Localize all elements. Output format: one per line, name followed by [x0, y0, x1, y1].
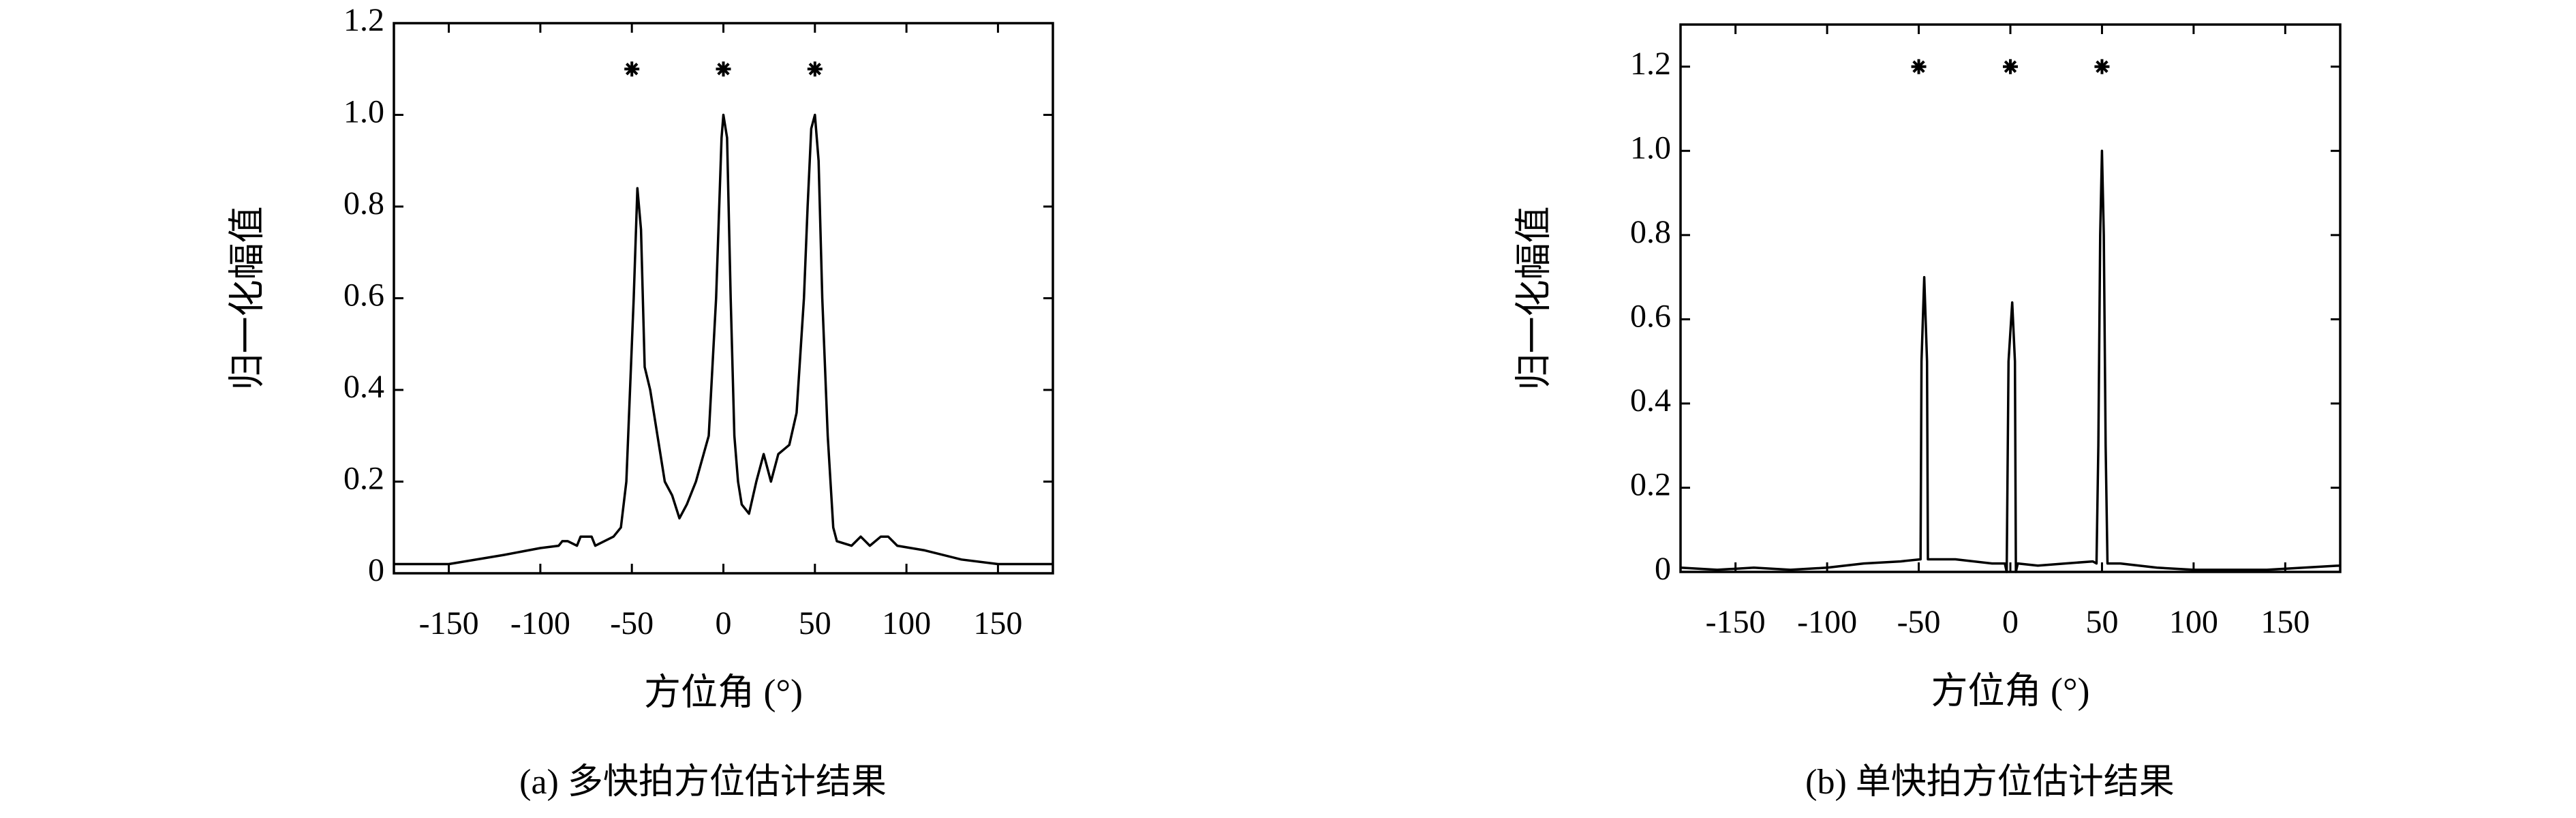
x-tick-label: 50: [799, 605, 831, 641]
caption: (b) 单快拍方位估计结果: [1805, 763, 2175, 802]
y-tick-label: 0.4: [343, 369, 384, 405]
caption: (a) 多快拍方位估计结果: [519, 763, 887, 802]
y-tick-label: 0.2: [343, 461, 384, 497]
y-tick-label: 1.0: [1630, 130, 1671, 166]
x-tick-label: 150: [2260, 604, 2310, 640]
y-tick-label: 0.4: [1630, 382, 1671, 419]
x-tick-label: 0: [2002, 604, 2019, 640]
peak-marker: [716, 61, 731, 77]
y-tick-label: 1.0: [343, 94, 384, 130]
x-tick-label: -100: [510, 605, 570, 641]
y-axis-label: 归一化幅值: [226, 207, 267, 391]
peak-marker: [807, 61, 823, 77]
y-tick-label: 1.2: [1630, 46, 1671, 82]
x-tick-label: 0: [716, 605, 732, 641]
peak-marker: [624, 61, 640, 77]
x-tick-label: -100: [1797, 604, 1857, 640]
x-tick-label: 150: [973, 605, 1022, 641]
x-tick-label: 100: [2169, 604, 2218, 640]
peak-marker: [2003, 59, 2018, 74]
x-tick-label: -150: [419, 605, 479, 641]
data-line: [1680, 149, 2341, 573]
y-tick-label: 0.8: [343, 185, 384, 222]
plot-frame: [393, 22, 1054, 575]
y-tick-label: 0.8: [1630, 214, 1671, 250]
y-tick-label: 0.2: [1630, 466, 1671, 502]
y-tick-label: 0.6: [343, 277, 384, 314]
x-tick-label: -50: [610, 605, 654, 641]
x-tick-label: 50: [2085, 604, 2118, 640]
y-tick-label: 0: [1655, 551, 1671, 587]
x-tick-label: -150: [1706, 604, 1766, 640]
y-tick-label: 0.6: [1630, 298, 1671, 334]
y-tick-label: 1.2: [343, 2, 384, 38]
y-tick-label: 0: [368, 552, 384, 588]
data-line: [394, 113, 1053, 566]
x-tick-label: -50: [1897, 604, 1941, 640]
peak-marker: [2094, 59, 2110, 74]
y-axis-label: 归一化幅值: [1513, 207, 1554, 391]
peak-marker: [1911, 59, 1927, 74]
plot-frame: [1679, 23, 2342, 573]
x-tick-label: 100: [882, 605, 931, 641]
x-axis-label: 方位角 (°): [644, 671, 803, 712]
x-axis-label: 方位角 (°): [1931, 670, 2089, 711]
